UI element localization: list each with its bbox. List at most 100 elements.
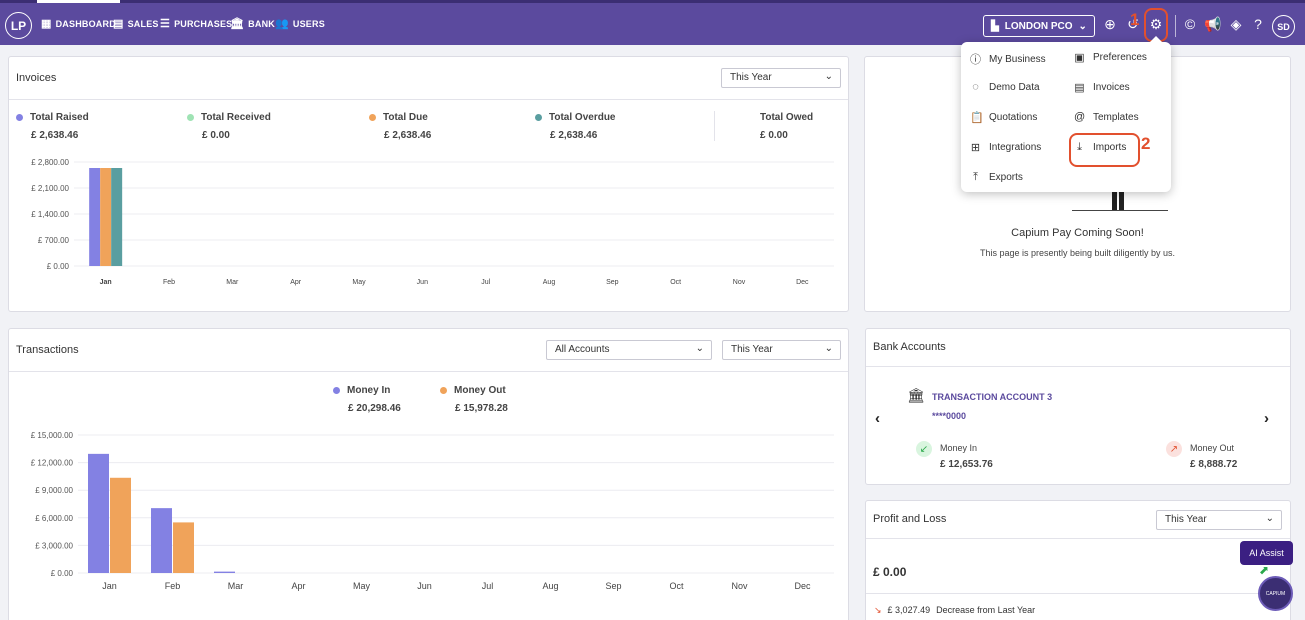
menu-item-label: Preferences (1093, 52, 1147, 63)
arrow-up-right-icon: ↗ (1166, 441, 1182, 457)
help-icon[interactable]: ? (1254, 16, 1262, 32)
bar (173, 522, 194, 573)
tab-users[interactable]: 👥 USERS (275, 17, 325, 30)
bank-accounts-card (865, 328, 1291, 485)
menu-item-demo-data[interactable]: ◌ Demo Data (970, 81, 1039, 93)
stat-value: £ 2,638.46 (384, 130, 432, 141)
tab-sales[interactable]: ▤ SALES (113, 17, 159, 30)
capium-pay-subtitle: This page is presently being built dilig… (979, 248, 1176, 258)
y-tick-label: £ 12,000.00 (31, 459, 74, 468)
menu-item-templates[interactable]: @ Templates (1074, 111, 1139, 123)
transactions-divider (9, 371, 848, 372)
tab-bank[interactable]: 🏛 BANK (230, 17, 275, 30)
menu-item-imports[interactable]: ⤓ Imports (1074, 141, 1126, 154)
profit-loss-divider-2 (866, 593, 1290, 594)
menu-item-preferences[interactable]: ▣ Preferences (1074, 51, 1147, 64)
register-icon: ▤ (113, 18, 124, 30)
bank-accounts-title: Bank Accounts (873, 341, 946, 353)
tab-dashboard[interactable]: ▦ DASHBOARD (37, 0, 120, 30)
x-tick-label: Apr (290, 279, 302, 286)
list-icon: ☰ (160, 18, 171, 30)
money-out-label: Money Out (1190, 443, 1235, 453)
menu-item-integrations[interactable]: ⊞ Integrations (970, 141, 1041, 154)
money-out-value: £ 8,888.72 (1190, 459, 1238, 470)
x-tick-label: May (352, 279, 366, 286)
document-icon: ▤ (1074, 82, 1085, 94)
stat-divider (714, 111, 715, 141)
stat-label: Total Received (201, 112, 271, 123)
menu-item-label: Exports (989, 172, 1023, 183)
bar (151, 508, 172, 573)
x-tick-label: Jun (417, 279, 428, 286)
menu-item-exports[interactable]: ⤒ Exports (970, 171, 1023, 184)
y-tick-label: £ 1,400.00 (31, 210, 69, 219)
company-selector[interactable]: ▙ LONDON PCO ⌄ (983, 15, 1095, 37)
bar (110, 477, 131, 573)
x-tick-label: Mar (228, 581, 244, 591)
menu-item-invoices[interactable]: ▤ Invoices (1074, 81, 1130, 94)
stat-value: £ 15,978.28 (455, 403, 508, 414)
company-logo[interactable]: LP (5, 12, 32, 39)
stat-value: £ 0.00 (760, 130, 788, 141)
import-icon: ⤓ (1077, 141, 1082, 153)
transactions-period-select[interactable]: This Year ⌄ (722, 340, 841, 360)
history-icon[interactable]: ↺ (1127, 16, 1139, 32)
menu-item-my-business[interactable]: ⓘ My Business (970, 51, 1046, 67)
menu-item-label: Imports (1093, 142, 1127, 153)
menu-item-label: Invoices (1093, 82, 1130, 93)
invoices-period-select[interactable]: This Year ⌄ (721, 68, 841, 88)
x-tick-label: Jan (100, 279, 112, 286)
tab-bank-label: BANK (248, 18, 275, 29)
stat-total-raised: Total Raised £ 2,638.46 (16, 112, 89, 141)
annotation-number-2: 2 (1141, 134, 1151, 153)
clipboard-icon: 📋 (970, 112, 984, 124)
loading-icon: ◌ (972, 81, 979, 93)
chevron-down-icon: ⌄ (824, 71, 833, 82)
gear-icon[interactable]: ⚙ (1149, 16, 1163, 32)
add-icon[interactable]: ⊕ (1104, 16, 1116, 32)
annotation-highlight-imports (1069, 133, 1140, 167)
stat-value: £ 0.00 (202, 130, 230, 141)
tab-purchases[interactable]: ☰ PURCHASES (160, 17, 232, 30)
bar (100, 168, 112, 266)
capium-logo-text: CAPIUM (1265, 590, 1286, 597)
bank-divider (866, 366, 1290, 367)
next-account-button[interactable]: › (1264, 410, 1269, 427)
capium-pay-title: Capium Pay Coming Soon! (1011, 227, 1144, 239)
transactions-chart-svg: £ 0.00 £ 3,000.00 £ 6,000.00 £ 9,000.00 £ 12… (31, 431, 834, 591)
chevron-down-icon: ⌄ (1078, 20, 1087, 32)
user-avatar[interactable]: SD (1272, 15, 1295, 38)
y-tick-label: £ 15,000.00 (31, 431, 74, 440)
top-navigation-bar: LP ▦ DASHBOARD ▤ SALES ☰ PURCHASES 🏛 BAN… (0, 0, 1305, 45)
annotation-number-1: 1 (1130, 10, 1140, 29)
toolbar-divider (1175, 15, 1176, 37)
arrow-down-right-icon: ↘ (874, 605, 882, 615)
y-tick-label: £ 0.00 (47, 262, 70, 271)
accounts-select-value: All Accounts (555, 344, 610, 355)
bank-account-name[interactable]: TRANSACTION ACCOUNT 3 (932, 392, 1053, 402)
stat-value: £ 2,638.46 (31, 130, 79, 141)
tag-icon[interactable]: ◈ (1230, 16, 1242, 32)
legend-dot (535, 114, 542, 121)
capium-icon[interactable]: © (1184, 16, 1196, 32)
export-icon: ⤒ (973, 171, 978, 183)
profit-loss-period-select[interactable]: This Year ⌄ (1156, 510, 1282, 530)
profit-loss-divider (866, 538, 1290, 539)
chevron-down-icon: ⌄ (695, 343, 704, 354)
menu-item-quotations[interactable]: 📋 Quotations (970, 111, 1037, 124)
y-tick-label: £ 6,000.00 (35, 514, 73, 523)
bar (214, 571, 235, 573)
megaphone-icon[interactable]: 📢 (1204, 16, 1222, 32)
x-tick-label: Jul (482, 581, 494, 591)
x-tick-label: Feb (163, 279, 175, 286)
y-tick-label: £ 0.00 (51, 569, 74, 578)
stat-label: Money In (347, 385, 391, 396)
accounts-select[interactable]: All Accounts ⌄ (546, 340, 712, 360)
capium-chat-button[interactable]: CAPIUM (1258, 576, 1293, 611)
bar (111, 168, 123, 266)
ai-assist-button[interactable]: AI Assist (1240, 541, 1293, 565)
stat-label: Total Raised (30, 112, 89, 123)
profit-loss-title: Profit and Loss (873, 513, 947, 525)
bar (88, 453, 109, 573)
previous-account-button[interactable]: ‹ (875, 410, 880, 427)
